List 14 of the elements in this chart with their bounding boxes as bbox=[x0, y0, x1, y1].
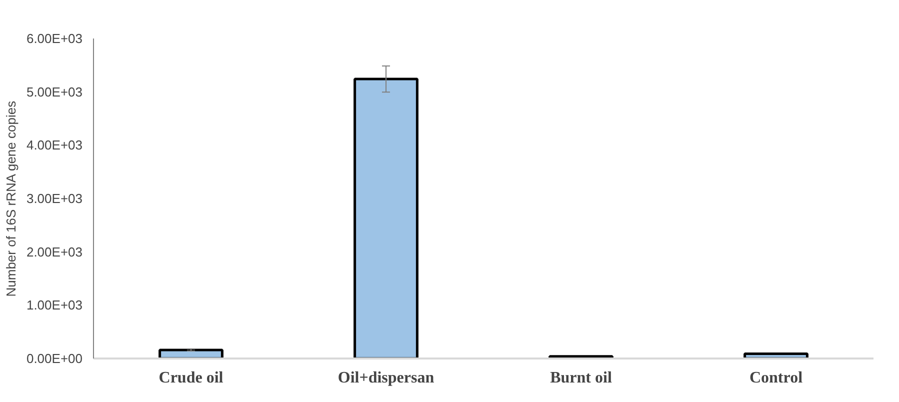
bar bbox=[158, 348, 224, 358]
x-tick-label: Control bbox=[749, 370, 804, 386]
bar bbox=[354, 78, 418, 358]
y-tick-label: 0.00E+00 bbox=[26, 351, 83, 366]
y-axis-title: Number of 16S rRNA gene copies bbox=[3, 100, 18, 297]
y-tick-label: 1.00E+03 bbox=[26, 298, 83, 313]
y-tick-label: 3.00E+03 bbox=[26, 191, 83, 206]
x-tick-label: Oil+dispersan bbox=[338, 370, 434, 386]
y-tick-label: 4.00E+03 bbox=[26, 138, 83, 153]
y-tick-label: 6.00E+03 bbox=[26, 31, 83, 46]
x-tick-label: Crude oil bbox=[158, 370, 224, 386]
x-tick-label: Burnt oil bbox=[550, 370, 612, 386]
y-tick-label: 5.00E+03 bbox=[26, 84, 83, 100]
y-tick-label: 2.00E+03 bbox=[26, 244, 83, 260]
